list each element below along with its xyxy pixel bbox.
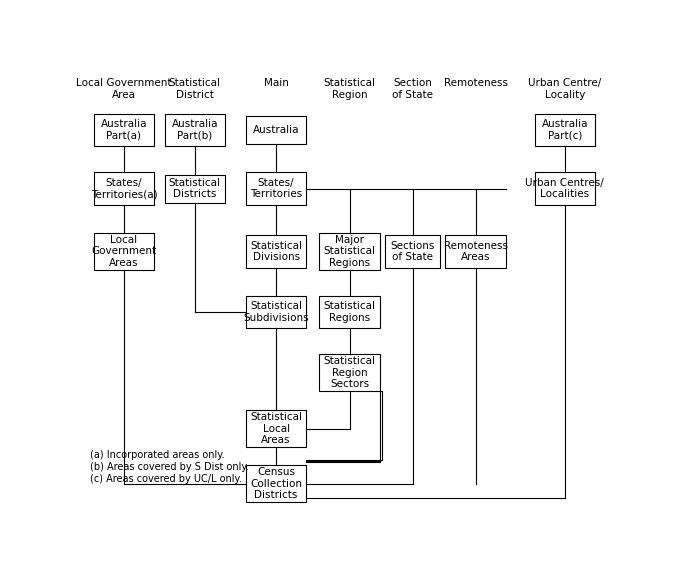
FancyBboxPatch shape xyxy=(246,173,306,205)
Text: States/
Territories: States/ Territories xyxy=(250,178,302,200)
FancyBboxPatch shape xyxy=(445,235,506,268)
Text: Australia
Part(b): Australia Part(b) xyxy=(171,119,218,141)
Text: Urban Centres/
Localities: Urban Centres/ Localities xyxy=(525,178,604,200)
FancyBboxPatch shape xyxy=(94,114,154,147)
FancyBboxPatch shape xyxy=(320,233,380,270)
FancyBboxPatch shape xyxy=(94,233,154,270)
Text: Australia
Part(a): Australia Part(a) xyxy=(101,119,147,141)
FancyBboxPatch shape xyxy=(165,114,225,147)
Text: Statistical
Region: Statistical Region xyxy=(324,78,376,100)
Text: Australia
Part(c): Australia Part(c) xyxy=(542,119,588,141)
Text: States/
Territories(a): States/ Territories(a) xyxy=(91,178,157,200)
Text: Statistical
Subdivisions: Statistical Subdivisions xyxy=(243,301,309,323)
FancyBboxPatch shape xyxy=(165,175,225,203)
Text: Statistical
Districts: Statistical Districts xyxy=(169,178,221,200)
FancyBboxPatch shape xyxy=(320,296,380,328)
Text: Remoteness: Remoteness xyxy=(443,78,508,88)
Text: Statistical
Local
Areas: Statistical Local Areas xyxy=(250,412,302,445)
Text: Australia: Australia xyxy=(253,125,299,135)
Text: Census
Collection
Districts: Census Collection Districts xyxy=(250,467,302,500)
Text: Local
Government
Areas: Local Government Areas xyxy=(91,235,156,268)
FancyBboxPatch shape xyxy=(246,465,306,502)
Text: Statistical
Divisions: Statistical Divisions xyxy=(250,241,302,262)
Text: Sections
of State: Sections of State xyxy=(391,241,435,262)
Text: Statistical
Region
Sectors: Statistical Region Sectors xyxy=(324,356,376,389)
FancyBboxPatch shape xyxy=(535,114,595,147)
FancyBboxPatch shape xyxy=(535,173,595,205)
Text: Main: Main xyxy=(264,78,288,88)
Text: Major
Statistical
Regions: Major Statistical Regions xyxy=(324,235,376,268)
FancyBboxPatch shape xyxy=(320,354,380,391)
Text: Urban Centre/
Locality: Urban Centre/ Locality xyxy=(528,78,601,100)
FancyBboxPatch shape xyxy=(94,173,154,205)
FancyBboxPatch shape xyxy=(246,296,306,328)
FancyBboxPatch shape xyxy=(385,235,440,268)
Text: Remoteness
Areas: Remoteness Areas xyxy=(443,241,508,262)
Text: Statistical
Regions: Statistical Regions xyxy=(324,301,376,323)
FancyBboxPatch shape xyxy=(246,116,306,144)
Text: Local Government
Area: Local Government Area xyxy=(77,78,172,100)
Text: Section
of State: Section of State xyxy=(392,78,433,100)
Text: Statistical
District: Statistical District xyxy=(169,78,221,100)
FancyBboxPatch shape xyxy=(246,235,306,268)
Text: (a) Incorporated areas only.
(b) Areas covered by S Dist only.
(c) Areas covered: (a) Incorporated areas only. (b) Areas c… xyxy=(90,450,248,484)
FancyBboxPatch shape xyxy=(246,410,306,447)
